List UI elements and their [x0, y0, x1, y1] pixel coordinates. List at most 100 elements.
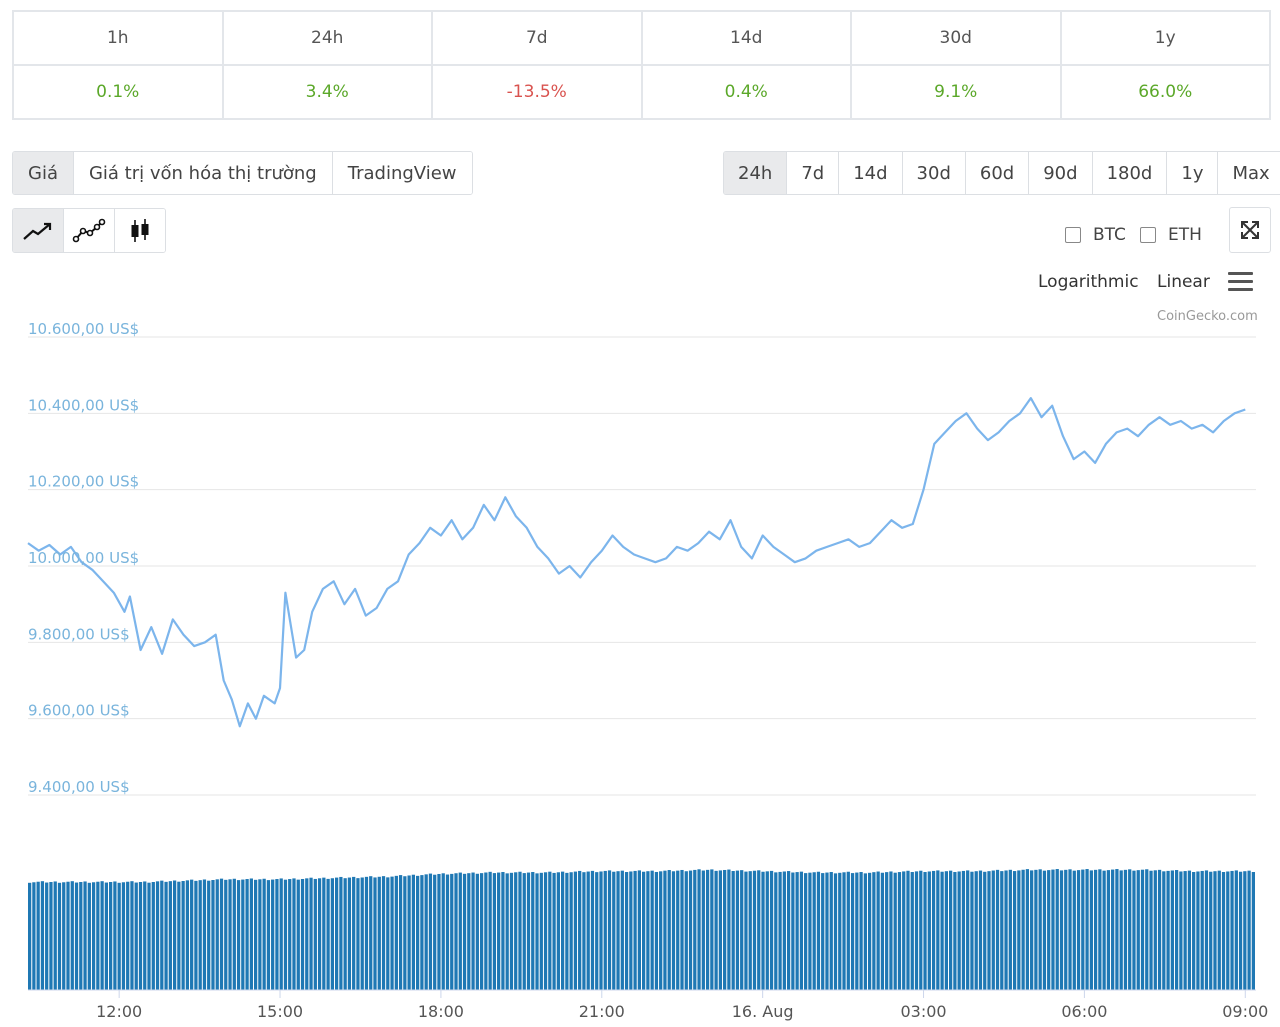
period-30d: 30d [850, 10, 1062, 66]
range-180d[interactable]: 180d [1092, 152, 1168, 194]
volume-bar [799, 871, 804, 990]
volume-bar [1234, 870, 1238, 990]
volume-bar [1064, 869, 1068, 990]
line-markers-button[interactable] [64, 209, 115, 252]
x-tick-label: 06:00 [1061, 1002, 1107, 1021]
volume-bar [927, 871, 931, 990]
volume-bar [526, 872, 531, 990]
volume-bar [1196, 871, 1200, 990]
range-90d[interactable]: 90d [1029, 152, 1093, 194]
range-14d[interactable]: 14d [839, 152, 903, 194]
volume-bar [74, 882, 79, 990]
volume-bar [667, 870, 671, 990]
volume-bar [1012, 871, 1017, 990]
volume-bar [872, 872, 876, 990]
compare-eth[interactable]: ETH [1140, 225, 1202, 245]
volume-bar [194, 880, 198, 990]
volume-bar [744, 871, 748, 990]
volume-bar [356, 878, 360, 990]
range-1y[interactable]: 1y [1167, 152, 1219, 194]
volume-bar [1059, 870, 1064, 990]
scale-logarithmic[interactable]: Logarithmic [1038, 272, 1139, 292]
performance-table: 1h 24h 7d 14d 30d 1y 0.1% 3.4% -13.5% 0.… [12, 10, 1271, 120]
volume-bar [543, 872, 548, 990]
volume-bar [309, 877, 313, 990]
volume-bar [522, 873, 526, 990]
volume-bar [663, 870, 667, 990]
compare-btc[interactable]: BTC [1065, 225, 1126, 245]
change-7d: -13.5% [431, 64, 643, 120]
volume-bar [126, 881, 130, 990]
volume-bar [249, 878, 253, 990]
volume-bar [364, 876, 369, 990]
eth-checkbox[interactable] [1140, 227, 1156, 243]
volume-bar [595, 872, 599, 990]
volume-bar [339, 876, 343, 990]
volume-bar [488, 871, 492, 990]
volume-bar [445, 874, 450, 990]
volume-bar [1221, 872, 1226, 990]
period-24h: 24h [221, 10, 433, 66]
volume-bar [1174, 870, 1179, 990]
volume-bar [1179, 871, 1183, 990]
volume-bar [198, 880, 202, 990]
volume-bar [1000, 871, 1004, 990]
volume-bar [880, 872, 885, 990]
range-max[interactable]: Max [1218, 152, 1280, 194]
volume-bar [893, 872, 897, 990]
volume-bar [914, 871, 919, 990]
line-chart-icon [23, 222, 52, 240]
volume-bar [66, 881, 70, 990]
range-60d[interactable]: 60d [965, 152, 1030, 194]
line-chart-button[interactable] [13, 209, 64, 252]
volume-bar [172, 880, 177, 990]
volume-bar [190, 879, 194, 990]
volume-bar [224, 879, 228, 990]
volume-bar [411, 874, 416, 990]
volume-bar [352, 876, 356, 990]
btc-checkbox[interactable] [1065, 227, 1081, 243]
y-axis: 10.600,00 US$ 10.400,00 US$ 10.200,00 US$ 1… [28, 320, 139, 796]
tab-market-cap[interactable]: Giá trị vốn hóa thị trường [73, 152, 333, 194]
performance-header-row: 1h 24h 7d 14d 30d 1y [12, 10, 1271, 66]
volume-bar [659, 871, 663, 990]
candlestick-button[interactable] [115, 209, 165, 252]
x-axis: 12:00 15:00 18:00 21:00 16. Aug 03:00 06:00 09:… [96, 990, 1268, 1021]
volume-bar [629, 871, 633, 990]
range-24h[interactable]: 24h [724, 152, 788, 194]
volume-bar [688, 870, 693, 990]
volume-bar [62, 882, 66, 990]
range-selector: 24h 7d 14d 30d 60d 90d 180d 1y Max [723, 151, 1280, 195]
candlestick-icon [131, 218, 149, 242]
volume-bar [228, 879, 232, 990]
volume-bar [202, 879, 207, 990]
chart-menu-icon[interactable] [1228, 272, 1253, 292]
volume-bar [578, 870, 582, 990]
volume-bar [492, 873, 497, 990]
volume-bar [403, 876, 407, 990]
scale-linear[interactable]: Linear [1157, 272, 1210, 292]
tab-price[interactable]: Giá [13, 152, 74, 194]
x-tick-label: 16. Aug [732, 1002, 794, 1021]
volume-bar [1226, 871, 1230, 990]
range-7d[interactable]: 7d [787, 152, 840, 194]
volume-bar [612, 871, 616, 990]
volume-bar [501, 872, 505, 990]
volume-bar [761, 871, 765, 990]
period-1h: 1h [12, 10, 224, 66]
tab-tradingview[interactable]: TradingView [332, 152, 472, 194]
volume-bar [134, 882, 138, 990]
volume-bar [130, 881, 134, 990]
volume-bar [616, 871, 620, 990]
volume-bar [164, 881, 168, 990]
volume-bar [236, 880, 241, 990]
volume-bar [697, 869, 701, 990]
chart-type-selector [12, 208, 166, 253]
volume-bar [1166, 870, 1170, 990]
volume-bar [1076, 870, 1081, 990]
change-30d: 9.1% [850, 64, 1062, 120]
range-30d[interactable]: 30d [902, 152, 966, 194]
volume-bar [70, 881, 74, 990]
fullscreen-button[interactable] [1229, 207, 1271, 253]
volume-bar [381, 876, 386, 990]
